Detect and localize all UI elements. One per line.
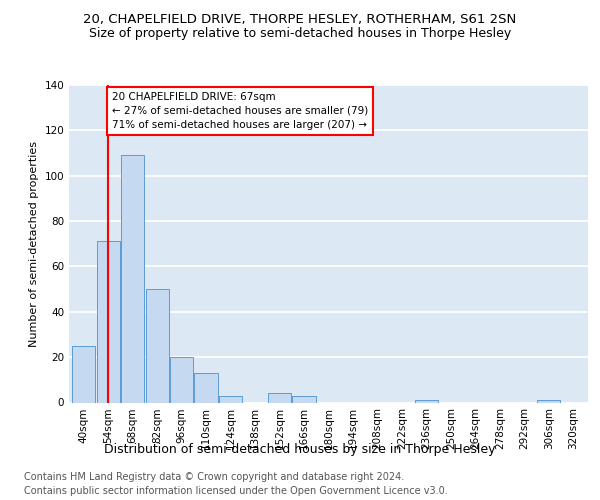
Bar bbox=[268, 394, 291, 402]
Bar bbox=[146, 289, 169, 403]
Bar bbox=[537, 400, 560, 402]
Text: Contains public sector information licensed under the Open Government Licence v3: Contains public sector information licen… bbox=[24, 486, 448, 496]
Bar bbox=[292, 396, 316, 402]
Bar bbox=[415, 400, 438, 402]
Bar bbox=[121, 156, 144, 402]
Text: Distribution of semi-detached houses by size in Thorpe Hesley: Distribution of semi-detached houses by … bbox=[104, 442, 496, 456]
Bar bbox=[97, 242, 120, 402]
Bar bbox=[194, 373, 218, 402]
Text: Contains HM Land Registry data © Crown copyright and database right 2024.: Contains HM Land Registry data © Crown c… bbox=[24, 472, 404, 482]
Text: 20, CHAPELFIELD DRIVE, THORPE HESLEY, ROTHERHAM, S61 2SN: 20, CHAPELFIELD DRIVE, THORPE HESLEY, RO… bbox=[83, 12, 517, 26]
Text: 20 CHAPELFIELD DRIVE: 67sqm
← 27% of semi-detached houses are smaller (79)
71% o: 20 CHAPELFIELD DRIVE: 67sqm ← 27% of sem… bbox=[112, 92, 368, 130]
Bar bbox=[219, 396, 242, 402]
Bar bbox=[170, 357, 193, 403]
Y-axis label: Number of semi-detached properties: Number of semi-detached properties bbox=[29, 141, 39, 347]
Bar bbox=[72, 346, 95, 403]
Text: Size of property relative to semi-detached houses in Thorpe Hesley: Size of property relative to semi-detach… bbox=[89, 28, 511, 40]
